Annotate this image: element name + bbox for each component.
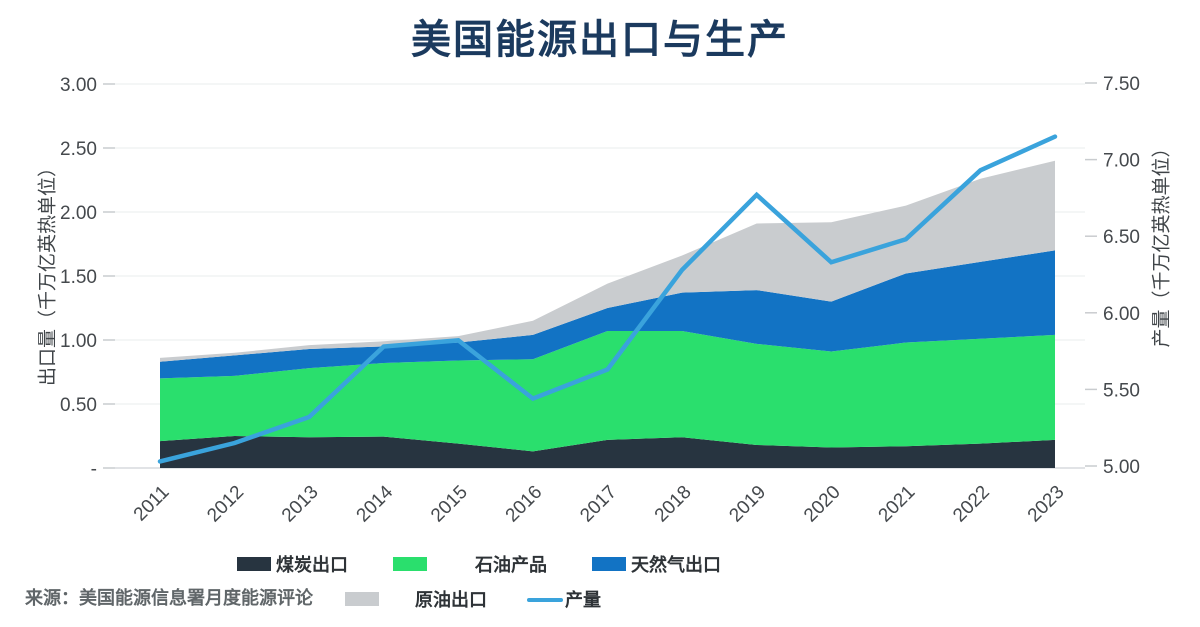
svg-text:7.00: 7.00 [1103, 151, 1140, 172]
svg-text:2023: 2023 [1024, 482, 1069, 527]
production-line [157, 134, 1058, 464]
legend-label-petroleum: 石油产品 [475, 555, 547, 575]
svg-text:2011: 2011 [130, 482, 174, 526]
legend-swatch-crude [345, 592, 379, 606]
legend-label-production: 产量 [565, 590, 601, 610]
svg-text:6.50: 6.50 [1103, 227, 1140, 248]
legend-swatch-natgas [592, 557, 626, 571]
svg-text:2020: 2020 [800, 482, 845, 527]
svg-text:2017: 2017 [576, 482, 621, 527]
area-1 [160, 331, 1055, 452]
svg-text:2012: 2012 [203, 482, 248, 527]
svg-text:2.50: 2.50 [60, 139, 97, 160]
svg-text:0.50: 0.50 [60, 395, 97, 416]
svg-text:2016: 2016 [502, 482, 547, 527]
svg-text:3.00: 3.00 [60, 75, 97, 96]
legend-label-crude: 原油出口 [415, 590, 487, 610]
source-note: 来源：美国能源信息署月度能源评论 [25, 588, 313, 608]
legend-label-natgas: 天然气出口 [631, 555, 721, 575]
svg-text:2.00: 2.00 [60, 203, 97, 224]
svg-text:1.00: 1.00 [60, 331, 97, 352]
legend-swatch-coal [237, 557, 271, 571]
svg-text:6.00: 6.00 [1103, 304, 1140, 325]
legend-swatch-petroleum [393, 557, 427, 571]
chart-title: 美国能源出口与生产 [411, 18, 789, 62]
svg-text:2014: 2014 [353, 481, 398, 526]
svg-text:2021: 2021 [875, 482, 920, 527]
svg-text:2018: 2018 [651, 482, 696, 527]
legend-label-coal: 煤炭出口 [276, 555, 348, 575]
svg-text:5.50: 5.50 [1103, 380, 1140, 401]
legend-line-production [527, 598, 563, 602]
svg-text:-: - [91, 459, 97, 480]
svg-text:2015: 2015 [427, 482, 472, 527]
area-3 [160, 160, 1055, 362]
svg-text:2022: 2022 [949, 482, 994, 527]
svg-text:5.00: 5.00 [1103, 457, 1140, 478]
svg-text:1.50: 1.50 [60, 267, 97, 288]
area-0 [160, 436, 1055, 468]
svg-text:2019: 2019 [725, 482, 770, 527]
svg-text:7.50: 7.50 [1103, 74, 1140, 95]
svg-text:2013: 2013 [278, 482, 323, 527]
